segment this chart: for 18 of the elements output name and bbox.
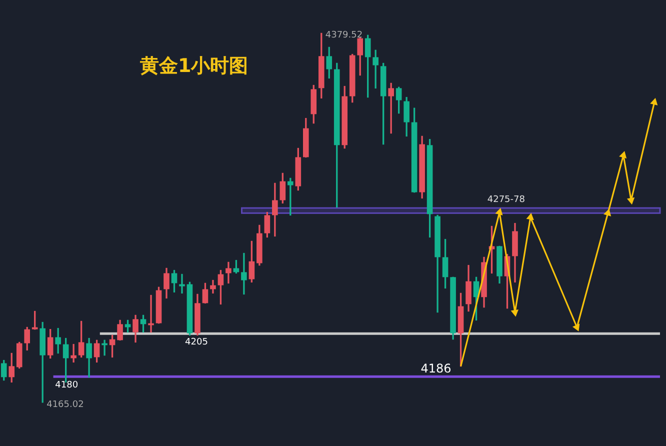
band-label: 4275-78 — [487, 194, 526, 205]
candlestick — [179, 274, 185, 294]
point — [650, 98, 658, 106]
ref-line-label: 4205 — [185, 337, 208, 348]
ref-line-label: 4180 — [55, 380, 78, 390]
point — [572, 324, 580, 332]
candlestick — [241, 252, 247, 295]
point — [626, 197, 635, 205]
point — [526, 212, 534, 220]
annotation: 4379.52 — [325, 30, 363, 41]
point — [619, 150, 627, 158]
point — [495, 208, 503, 216]
text: 黄金1小时图 — [139, 54, 248, 77]
annotation: 4186 — [420, 361, 452, 376]
candlestick — [226, 262, 232, 284]
annotation: 4165.02 — [46, 400, 84, 410]
point — [510, 309, 518, 317]
point — [604, 208, 612, 216]
